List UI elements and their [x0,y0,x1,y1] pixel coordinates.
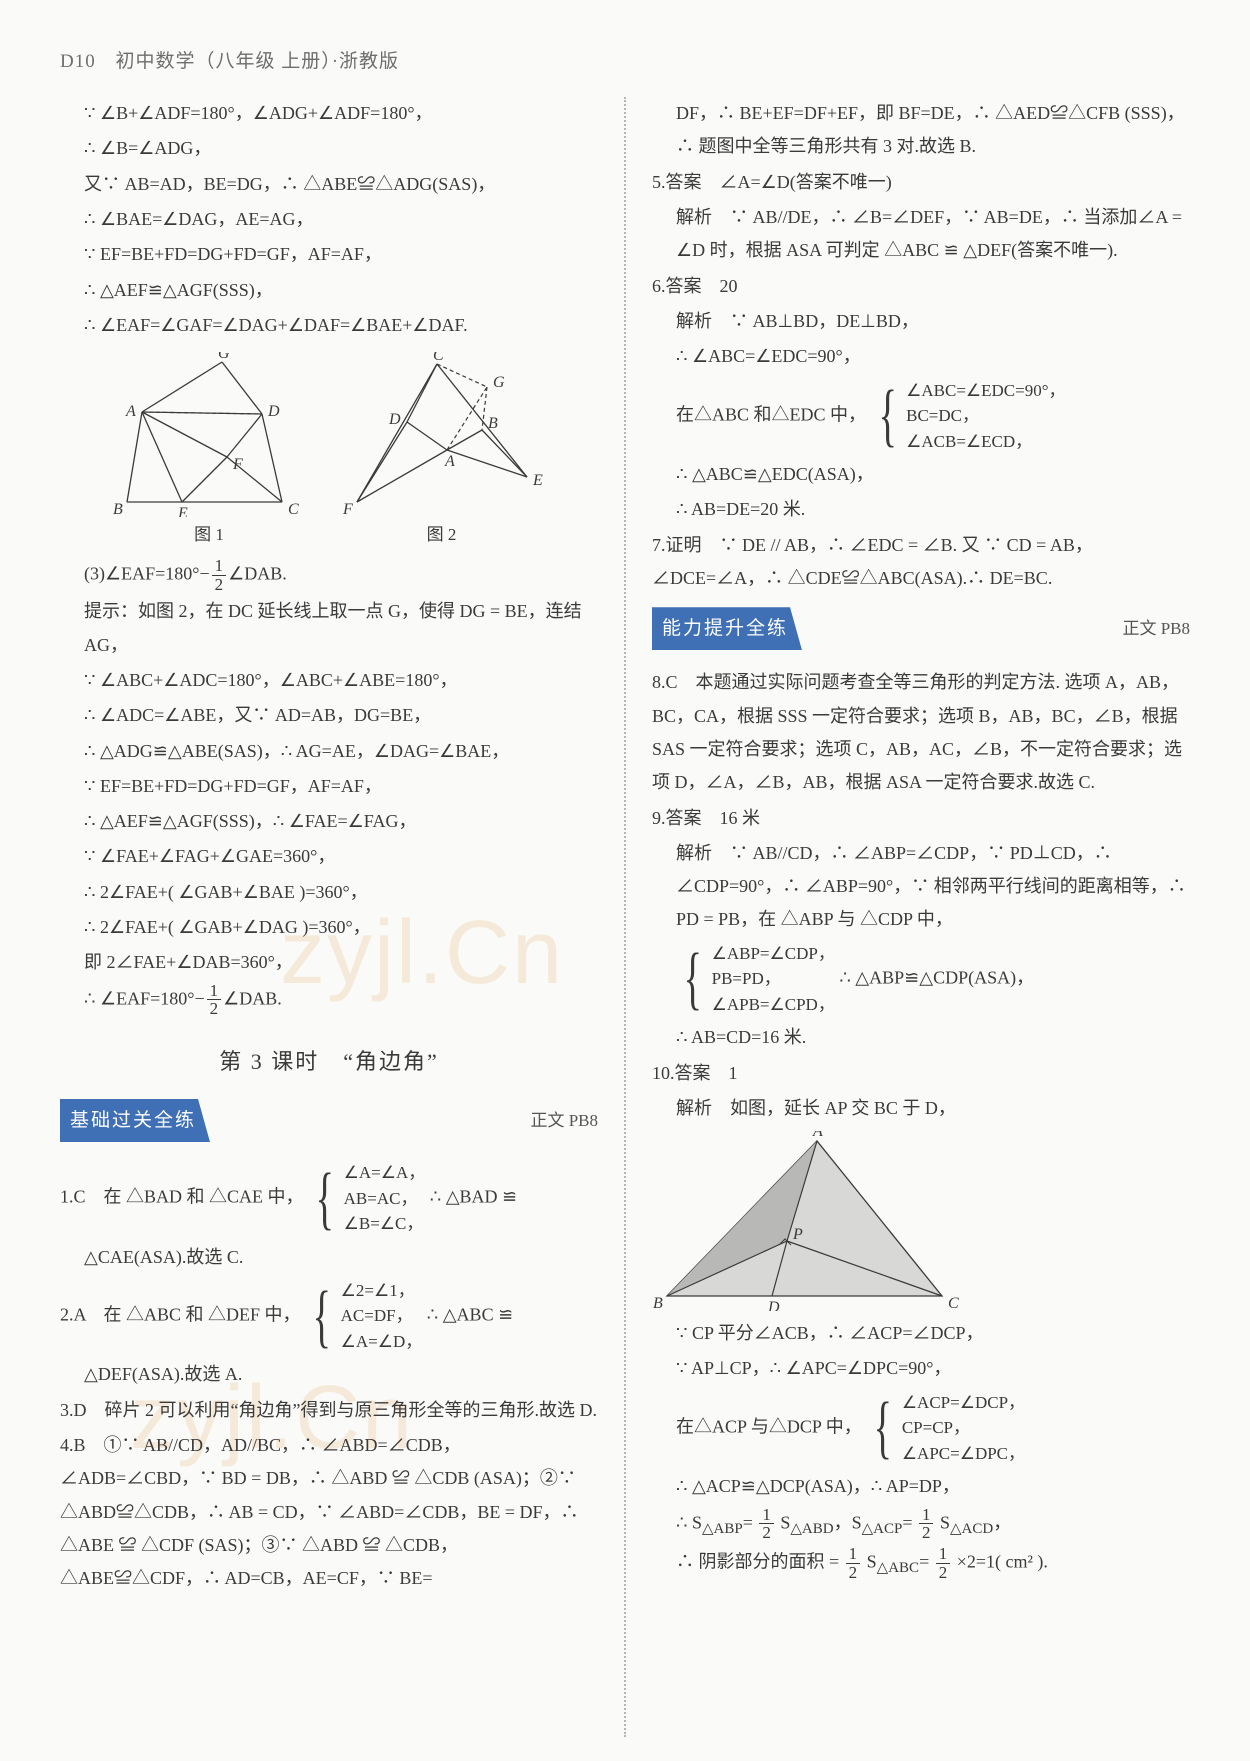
proof-line: 又∵ AB=AD，BE=DG，∴ △ABE≌△ADG(SAS)， [60,168,598,201]
question-6-line: 在△ABC 和△EDC 中， { ∠ABC=∠EDC=90°，BC=DC，∠AC… [652,376,1190,457]
question-1: 1.C 在 △BAD 和 △CAE 中， { ∠A=∠A，AB=AC，∠B=∠C… [60,1158,598,1239]
svg-text:G: G [493,374,505,391]
proof-line: ∴ ∠B=∠ADG， [60,132,598,165]
question-9-answer: 9.答案 16 米 [652,802,1190,835]
svg-text:G: G [218,352,230,362]
svg-text:A: A [444,453,455,470]
question-2-cont: △DEF(ASA).故选 A. [60,1358,598,1391]
question-10-line: ∴ △ACP≌△DCP(ASA)，∴ AP=DP， [652,1470,1190,1503]
svg-text:B: B [653,1295,663,1311]
svg-text:E: E [177,505,188,517]
page-reference: 正文 PB8 [1122,613,1190,644]
page-number: D10 [60,51,96,72]
section-tag-ability: 能力提升全练 [652,607,802,650]
lesson-title: 第 3 课时 “角边角” [60,1042,598,1083]
question-6-line: ∴ AB=DE=20 米. [652,493,1190,526]
proof-line: ∴ ∠BAE=∠DAG，AE=AG， [60,203,598,236]
geometry-diagram-1: A G D F B E C [112,352,307,517]
section-header-row: 基础过关全练 正文 PB8 [60,1099,598,1142]
proof-line: ∵ ∠B+∠ADF=180°，∠ADG+∠ADF=180°， [60,97,598,130]
equation-line: (3)∠EAF=180°−12∠DAB. [60,557,598,594]
proof-line: ∵ EF=BE+FD=DG+FD=GF，AF=AF， [60,238,598,271]
question-6-line: ∴ ∠ABC=∠EDC=90°， [652,340,1190,373]
question-1-cont: △CAE(ASA).故选 C. [60,1241,598,1274]
question-10-analysis: 解析 如图，延长 AP 交 BC 于 D， [652,1092,1190,1125]
section-header-row: 能力提升全练 正文 PB8 [652,607,1190,650]
right-column: DF，∴ BE+EF=DF+EF，即 BF=DE，∴ △AED≌△CFB (SS… [652,97,1190,1737]
svg-text:F: F [232,456,243,473]
proof-line: ∵ ∠ABC+∠ADC=180°，∠ABC+∠ABE=180°， [60,664,598,697]
book-title: 初中数学（八年级 上册）·浙教版 [115,51,399,72]
question-5-analysis: 解析 ∵ AB//DE，∴ ∠B=∠DEF，∵ AB=DE，∴ 当添加∠A = … [652,201,1190,268]
proof-line: ∴ ∠EAF=∠GAF=∠DAG+∠DAF=∠BAE+∠DAF. [60,309,598,342]
question-9-brace: { ∠ABP=∠CDP，PB=PD，∠APB=∠CPD， ∴ △ABP≌△CDP… [652,939,1190,1020]
proof-line: ∴ 2∠FAE+( ∠GAB+∠DAG )=360°， [60,911,598,944]
question-9-analysis: 解析 ∵ AB//CD，∴ ∠ABP=∠CDP，∵ PD⊥CD，∴ ∠CDP=9… [652,837,1190,937]
question-4: 4.B ①∵ AB//CD，AD//BC，∴ ∠ABD=∠CDB，∠ADB=∠C… [60,1429,598,1595]
proof-line: ∵ ∠FAE+∠FAG+∠GAE=360°， [60,840,598,873]
svg-text:C: C [433,352,444,364]
figure-row: A G D F B E C 图 1 C G D B A F E 图 2 [60,352,598,550]
svg-text:D: D [388,411,401,428]
geometry-diagram-2: C G D B A F E [337,352,547,517]
proof-line: ∴ △ADG≌△ABE(SAS)，∴ AG=AE，∠DAG=∠BAE， [60,735,598,768]
geometry-diagram-3: A P B D C [652,1131,962,1311]
question-6-line: ∴ △ABC≌△EDC(ASA)， [652,458,1190,491]
figure-3: A P B D C [652,1131,1190,1311]
page-header: D10 初中数学（八年级 上册）·浙教版 [60,44,1190,79]
hint-text: 提示：如图 2，在 DC 延长线上取一点 G，使得 DG = BE，连结 AG， [60,595,598,662]
question-5-answer: 5.答案 ∠A=∠D(答案不唯一) [652,166,1190,199]
svg-text:C: C [288,501,299,517]
question-10-line: ∵ CP 平分∠ACB，∴ ∠ACP=∠DCP， [652,1317,1190,1350]
question-10-answer: 10.答案 1 [652,1057,1190,1090]
two-column-layout: ∵ ∠B+∠ADF=180°，∠ADG+∠ADF=180°， ∴ ∠B=∠ADG… [60,97,1190,1737]
page-reference: 正文 PB8 [530,1105,598,1136]
svg-text:F: F [342,501,353,517]
svg-text:C: C [948,1295,959,1311]
question-10-area: ∴ S△ABP= 12 S△ABD，S△ACP= 12 S△ACD， [652,1506,1190,1544]
column-divider [624,97,626,1737]
proof-line: ∴ △AEF≌△AGF(SSS)， [60,274,598,307]
svg-text:E: E [532,472,543,489]
question-10-line: ∵ AP⊥CP，∴ ∠APC=∠DPC=90°， [652,1352,1190,1385]
proof-line: ∴ 2∠FAE+( ∠GAB+∠BAE )=360°， [60,876,598,909]
proof-line: ∴ ∠ADC=∠ABE，又∵ AD=AB，DG=BE， [60,699,598,732]
question-4-cont: DF，∴ BE+EF=DF+EF，即 BF=DE，∴ △AED≌△CFB (SS… [652,97,1190,164]
question-6-answer: 6.答案 20 [652,270,1190,303]
proof-line: 即 2∠FAE+∠DAB=360°， [60,946,598,979]
question-6-line: 解析 ∵ AB⊥BD，DE⊥BD， [652,305,1190,338]
left-column: ∵ ∠B+∠ADF=180°，∠ADG+∠ADF=180°， ∴ ∠B=∠ADG… [60,97,598,1737]
question-8: 8.C 本题通过实际问题考查全等三角形的判定方法. 选项 A，AB，BC，CA，… [652,666,1190,799]
svg-text:D: D [267,403,280,420]
question-7-proof: 7.证明 ∵ DE // AB，∴ ∠EDC = ∠B. 又 ∵ CD = AB… [652,529,1190,596]
question-10-line: 在△ACP 与△DCP 中， { ∠ACP=∠DCP，CP=CP，∠APC=∠D… [652,1388,1190,1469]
question-2: 2.A 在 △ABC 和 △DEF 中， { ∠2=∠1，AC=DF，∠A=∠D… [60,1276,598,1357]
figure-label: 图 2 [337,519,547,550]
svg-text:B: B [113,501,123,517]
svg-text:A: A [812,1131,823,1140]
equation-line: ∴ ∠EAF=180°−12∠DAB. [60,982,598,1019]
svg-text:B: B [488,415,498,432]
figure-1: A G D F B E C 图 1 [112,352,307,550]
svg-text:D: D [767,1299,780,1311]
question-3: 3.D 碎片 2 可以利用“角边角”得到与原三角形全等的三角形.故选 D. [60,1394,598,1427]
section-tag-basic: 基础过关全练 [60,1099,210,1142]
proof-line: ∵ EF=BE+FD=DG+FD=GF，AF=AF， [60,770,598,803]
proof-line: ∴ △AEF≌△AGF(SSS)，∴ ∠FAE=∠FAG， [60,805,598,838]
figure-2: C G D B A F E 图 2 [337,352,547,550]
question-9-line: ∴ AB=CD=16 米. [652,1021,1190,1054]
svg-text:A: A [125,403,136,420]
svg-text:P: P [792,1226,803,1243]
question-10-final: ∴ 阴影部分的面积 = 12 S△ABC= 12 ×2=1( cm² ). [652,1545,1190,1583]
figure-label: 图 1 [112,519,307,550]
